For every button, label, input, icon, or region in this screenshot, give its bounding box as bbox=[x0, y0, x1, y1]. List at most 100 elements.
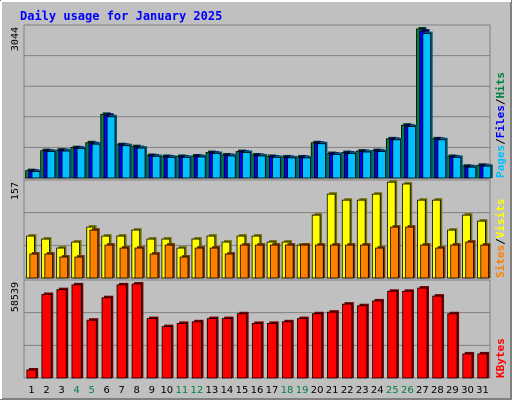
x-tick-label-day-1: 1 bbox=[28, 385, 34, 396]
bar-sites-day-24-face bbox=[375, 247, 384, 279]
bar-kbytes-day-10 bbox=[161, 324, 174, 379]
bar-kbytes-day-31 bbox=[477, 351, 490, 379]
x-tick-label-day-21: 21 bbox=[326, 385, 339, 396]
bar-kbytes-day-11-face bbox=[176, 323, 187, 379]
bar-kbytes-day-22-face bbox=[342, 303, 353, 379]
bar-pages-day-30-face bbox=[467, 166, 477, 179]
bar-sites-day-8-face bbox=[134, 247, 144, 279]
bar-pages-day-1-face bbox=[31, 171, 41, 179]
bar-kbytes-day-30-face bbox=[462, 353, 473, 379]
x-tick-label-day-24: 24 bbox=[371, 385, 384, 396]
bar-pages-day-9 bbox=[151, 154, 163, 179]
bar-pages-day-27 bbox=[422, 31, 433, 179]
bar-sites-day-11-face bbox=[179, 256, 189, 279]
bar-sites-day-18 bbox=[284, 243, 296, 279]
bar-pages-day-16 bbox=[257, 153, 268, 179]
series-sites bbox=[29, 225, 491, 279]
bar-sites-day-20-face bbox=[315, 244, 324, 279]
bar-kbytes-day-15 bbox=[236, 311, 249, 379]
bar-kbytes-day-2 bbox=[41, 292, 54, 379]
bar-sites-day-19-face bbox=[299, 244, 309, 279]
bar-kbytes-day-7 bbox=[116, 282, 129, 379]
bar-kbytes-day-10-face bbox=[161, 326, 172, 379]
x-tick-label-day-31: 31 bbox=[476, 385, 489, 396]
bar-sites-day-20 bbox=[315, 243, 326, 279]
bar-kbytes-day-13 bbox=[206, 316, 219, 379]
bar-kbytes-day-3-face bbox=[56, 289, 67, 379]
bar-pages-day-2 bbox=[46, 149, 57, 179]
bar-sites-day-25-face bbox=[390, 226, 399, 279]
bar-pages-day-8-face bbox=[136, 147, 146, 179]
bar-sites-day-26-face bbox=[405, 226, 414, 279]
bar-kbytes-day-5-face bbox=[86, 319, 97, 379]
bar-sites-day-9-face bbox=[149, 253, 159, 279]
bar-pages-day-18-face bbox=[287, 157, 296, 179]
bar-sites-day-17 bbox=[269, 243, 281, 279]
bar-sites-day-14-face bbox=[224, 253, 234, 279]
bar-kbytes-day-18-face bbox=[282, 321, 293, 379]
bar-sites-day-18-face bbox=[284, 244, 294, 279]
x-tick-label-day-11: 11 bbox=[175, 385, 188, 396]
bar-sites-day-5 bbox=[89, 228, 100, 279]
x-tick-label-day-28: 28 bbox=[431, 385, 444, 396]
legend-entry: Files bbox=[494, 105, 507, 138]
bar-pages-day-6 bbox=[106, 114, 117, 179]
bar-pages-day-7 bbox=[121, 143, 133, 179]
bar-pages-day-31 bbox=[482, 164, 493, 179]
bar-kbytes-day-13-face bbox=[206, 318, 217, 379]
bar-pages-day-17-face bbox=[272, 157, 281, 179]
bar-kbytes-day-3 bbox=[56, 287, 69, 379]
bar-pages-day-9-face bbox=[151, 156, 161, 179]
x-tick-label-day-9: 9 bbox=[149, 385, 155, 396]
bar-kbytes-day-26 bbox=[402, 289, 414, 379]
bar-kbytes-day-6-face bbox=[101, 297, 112, 379]
bar-sites-day-22-face bbox=[345, 244, 354, 279]
bar-kbytes-day-5 bbox=[86, 318, 99, 379]
bar-sites-day-22 bbox=[345, 243, 356, 279]
bar-pages-day-28-face bbox=[437, 139, 447, 179]
bar-sites-day-28-face bbox=[435, 247, 444, 279]
bar-kbytes-day-19-face bbox=[297, 318, 308, 379]
bar-pages-day-22-face bbox=[347, 153, 356, 179]
bar-kbytes-day-28-face bbox=[432, 295, 443, 379]
x-tick-label-day-16: 16 bbox=[251, 385, 264, 396]
bar-sites-day-23-face bbox=[360, 244, 369, 279]
bar-kbytes-day-1 bbox=[26, 367, 39, 379]
bar-pages-day-14 bbox=[227, 153, 238, 179]
bar-kbytes-day-28 bbox=[432, 294, 445, 379]
bar-pages-day-25-face bbox=[392, 139, 401, 179]
bar-sites-day-3-face bbox=[59, 256, 69, 279]
bar-kbytes-day-4 bbox=[71, 282, 84, 379]
bar-sites-day-6-face bbox=[104, 244, 114, 279]
bar-pages-day-11-face bbox=[181, 157, 191, 179]
bar-pages-day-19 bbox=[302, 155, 313, 179]
bar-sites-day-30-face bbox=[465, 241, 474, 279]
x-tick-label-day-27: 27 bbox=[416, 385, 429, 396]
bar-sites-day-8 bbox=[134, 246, 145, 279]
bar-pages-day-28 bbox=[437, 137, 448, 179]
bar-sites-day-13 bbox=[209, 246, 221, 279]
bar-kbytes-day-14-face bbox=[221, 318, 232, 379]
bar-pages-day-22 bbox=[347, 151, 358, 179]
bar-sites-day-29 bbox=[450, 243, 461, 279]
bar-kbytes-day-31-face bbox=[477, 353, 488, 379]
bar-sites-day-23 bbox=[360, 243, 371, 279]
bar-kbytes-day-24-face bbox=[372, 300, 383, 379]
x-axis-day-labels: 1 2 3 4 5 6 7 8 9 10 11 12 13 14 15 16 17 18 19 20 21 22 23 24 2… bbox=[28, 385, 489, 396]
bar-sites-day-7 bbox=[119, 246, 130, 279]
bar-sites-day-13-face bbox=[209, 247, 219, 279]
bar-pages-day-5 bbox=[91, 142, 102, 179]
x-tick-label-day-6: 6 bbox=[103, 385, 109, 396]
bar-kbytes-day-25-face bbox=[387, 290, 398, 379]
x-tick-label-day-19: 19 bbox=[296, 385, 309, 396]
bar-pages-day-24 bbox=[377, 149, 388, 179]
bar-sites-day-7-face bbox=[119, 247, 129, 279]
legend-entry: / bbox=[494, 238, 507, 245]
bar-kbytes-day-27 bbox=[417, 286, 430, 379]
x-tick-label-day-8: 8 bbox=[134, 385, 140, 396]
bar-sites-day-31-face bbox=[480, 244, 489, 279]
bar-sites-day-29-face bbox=[450, 244, 459, 279]
bar-kbytes-day-16 bbox=[251, 321, 264, 379]
bar-kbytes-day-21-face bbox=[327, 311, 338, 379]
